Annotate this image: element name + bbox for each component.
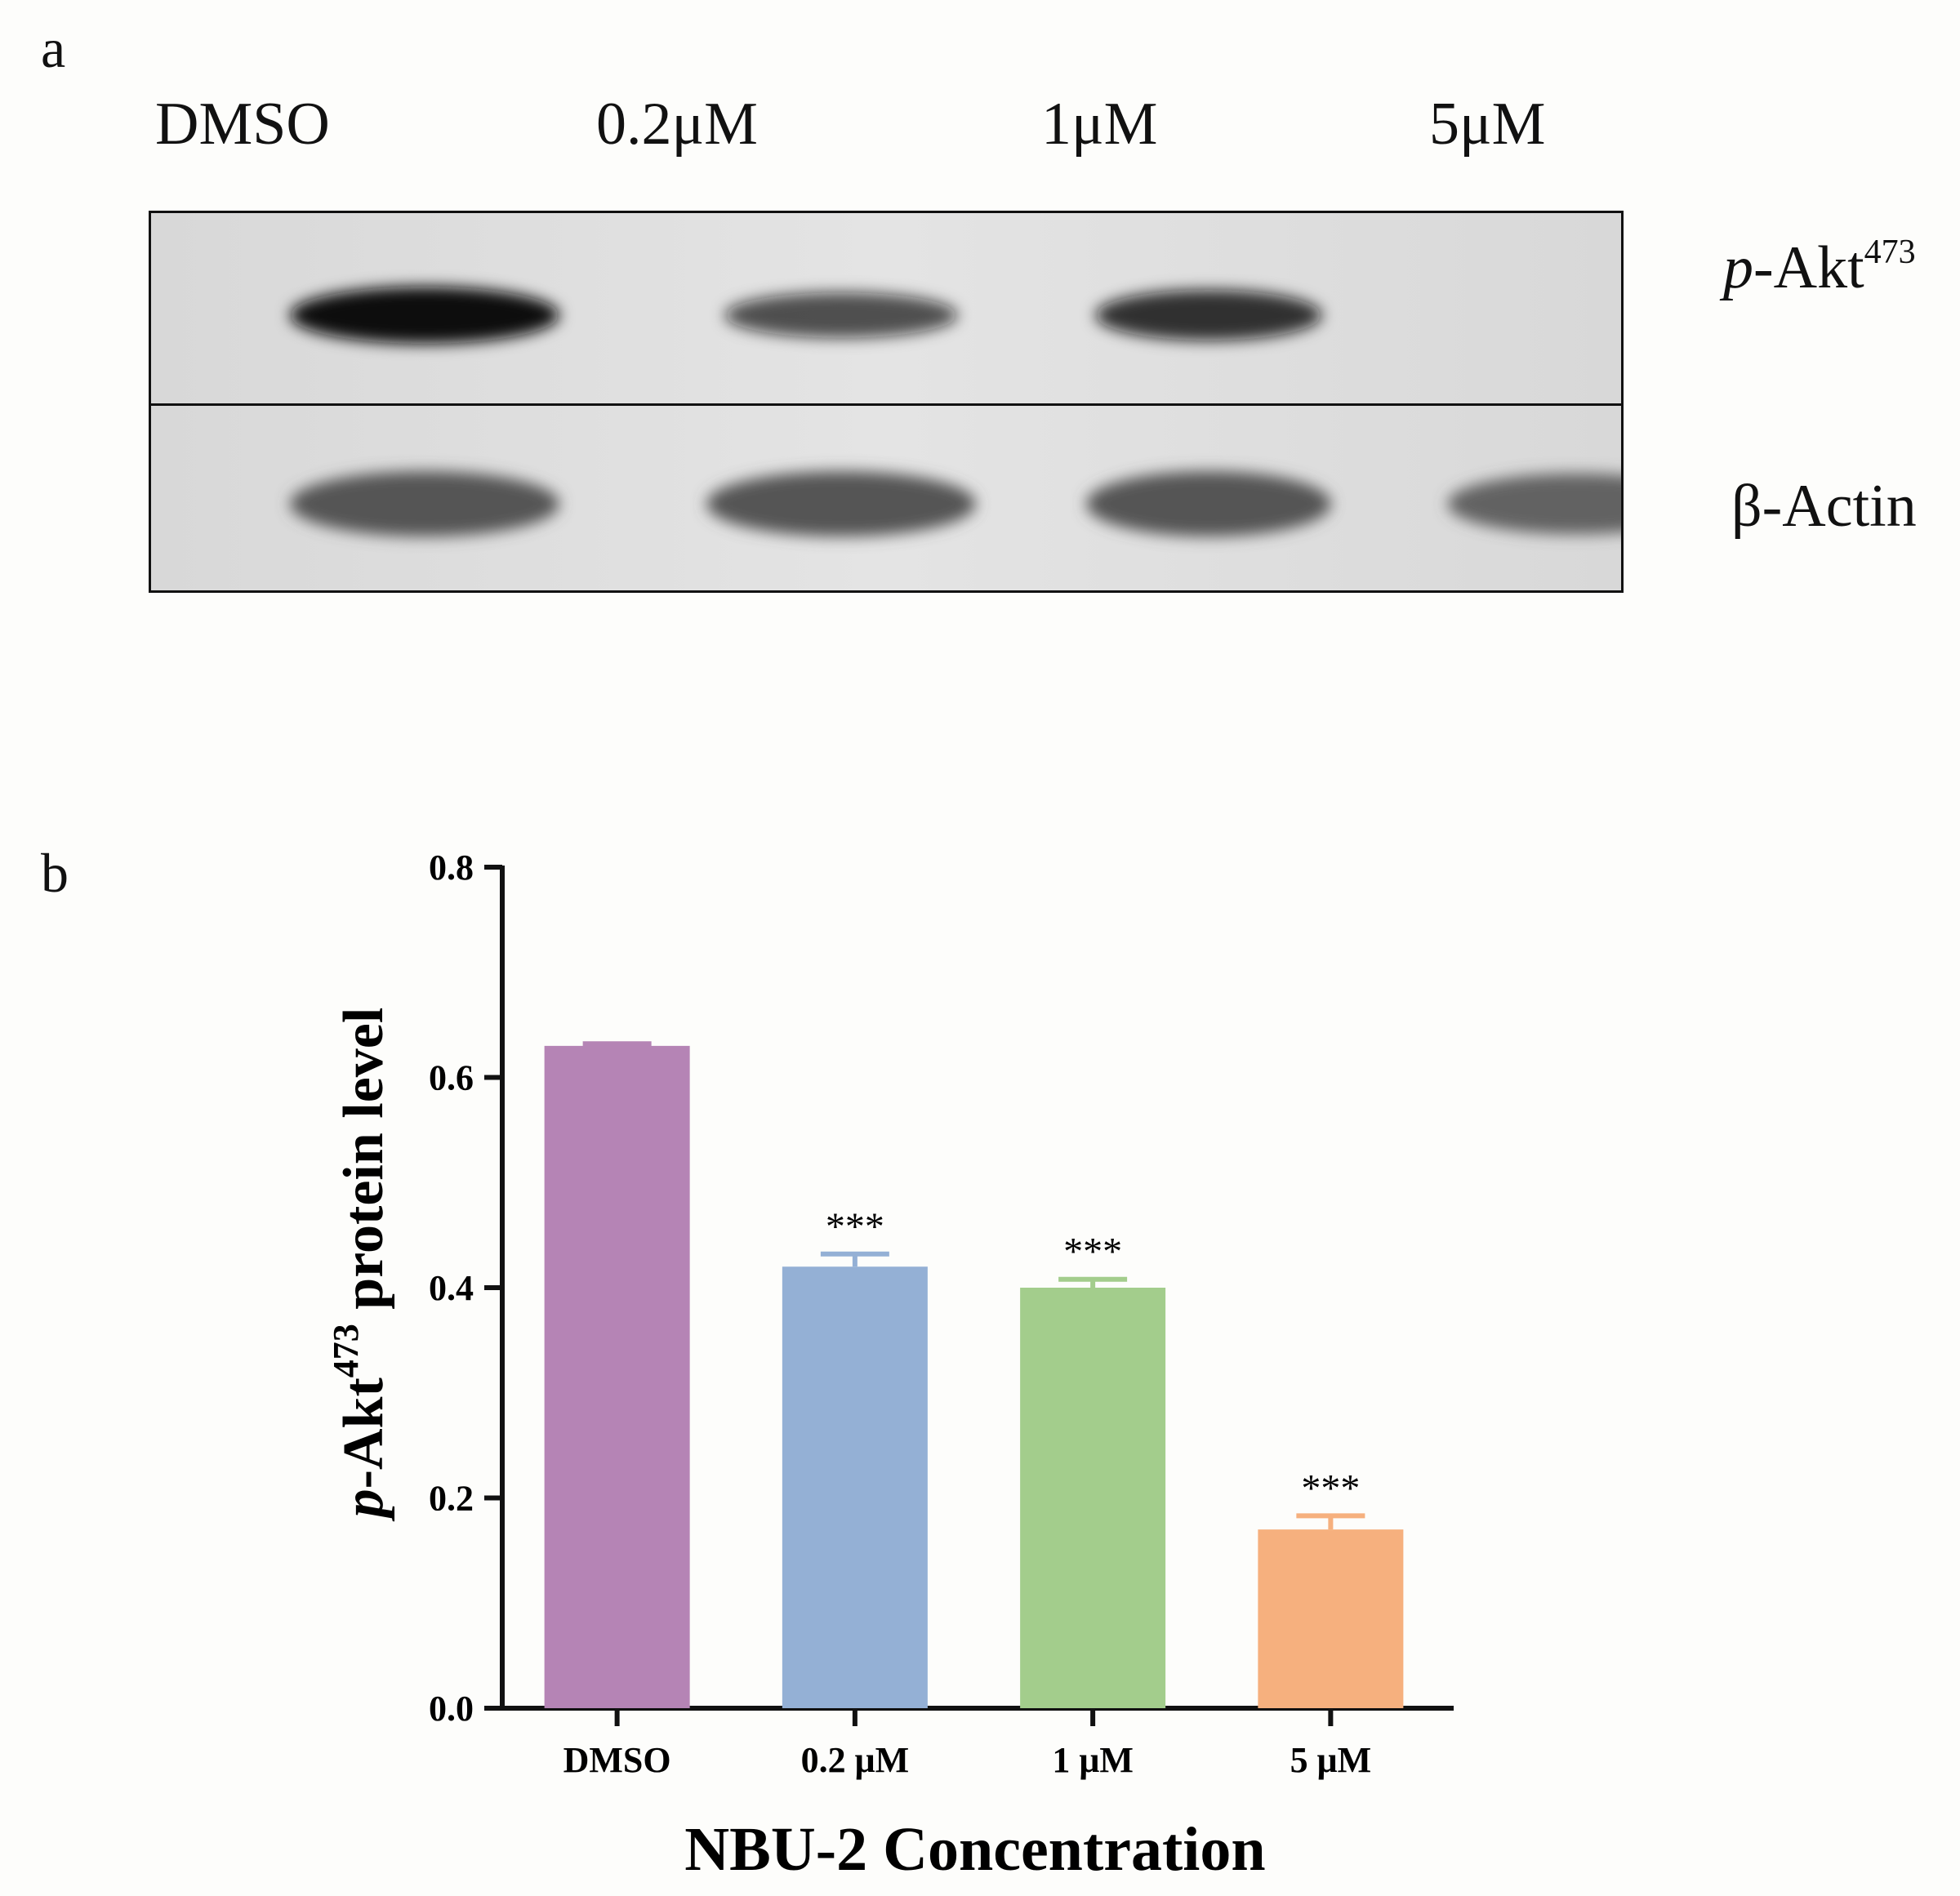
bar-1 <box>544 1045 690 1708</box>
actin-blot-image <box>151 406 1621 590</box>
p-akt-blot-image <box>151 213 1621 406</box>
y-axis-title-suffix: protein level <box>332 1008 395 1324</box>
x-tick-label-1: DMSO <box>564 1740 671 1780</box>
significance-2: *** <box>826 1205 884 1248</box>
significance-4: *** <box>1301 1467 1360 1510</box>
bar-2 <box>782 1266 928 1708</box>
actin-band-4 <box>1447 473 1621 535</box>
actin-band-1 <box>290 471 559 536</box>
y-axis-title-superscript: 473 <box>326 1324 366 1377</box>
actin-band-label: β-Actin <box>1731 473 1917 540</box>
p-akt-band-1 <box>290 287 559 344</box>
y-tick-label-1: 0.2 <box>429 1479 474 1519</box>
panel-b-label: b <box>41 842 69 904</box>
y-axis-title: p-Akt473 protein level <box>326 1008 395 1522</box>
y-tick-label-0: 0.0 <box>429 1689 474 1729</box>
actin-band-3 <box>1086 471 1331 536</box>
y-axis-title-italic: p <box>332 1489 395 1521</box>
panel-a-label: a <box>41 17 66 79</box>
actin-band-2 <box>706 471 976 536</box>
p-akt-prefix: p <box>1723 234 1753 301</box>
x-tick-label-4: 5 μM <box>1290 1740 1371 1780</box>
lane-label-0.2um: 0.2μM <box>596 91 758 158</box>
significance-3: *** <box>1063 1231 1122 1274</box>
y-tick-label-2: 0.4 <box>429 1268 474 1308</box>
y-axis-title-main: -Akt <box>332 1377 395 1489</box>
lane-label-1um: 1μM <box>1041 91 1158 158</box>
bar-4 <box>1258 1529 1404 1708</box>
x-tick-label-2: 0.2 μM <box>801 1740 909 1780</box>
lane-label-dmso: DMSO <box>155 91 330 158</box>
p-akt-band-3 <box>1095 289 1322 341</box>
p-akt-band-label: p-Akt473 <box>1723 233 1916 303</box>
p-akt-blot <box>149 211 1624 408</box>
x-axis-title: NBU-2 Concentration <box>684 1815 1265 1884</box>
y-tick-label-4: 0.8 <box>429 848 474 888</box>
y-tick-label-3: 0.6 <box>429 1058 474 1098</box>
lane-label-5um: 5μM <box>1429 91 1546 158</box>
p-akt-superscript: 473 <box>1864 234 1916 271</box>
x-tick-label-3: 1 μM <box>1052 1740 1133 1780</box>
p-akt-band-2 <box>724 292 958 338</box>
p-akt-name: -Akt <box>1753 234 1864 301</box>
bar-3 <box>1020 1288 1166 1708</box>
actin-blot <box>149 403 1624 593</box>
